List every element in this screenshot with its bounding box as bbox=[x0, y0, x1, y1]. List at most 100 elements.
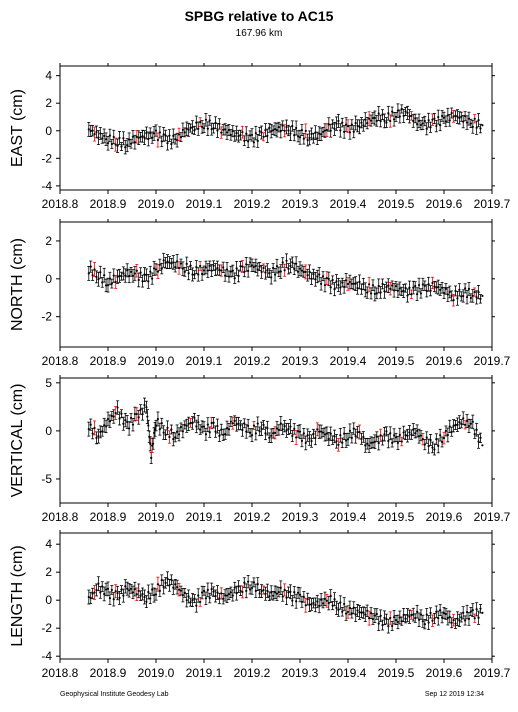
data-point bbox=[298, 267, 302, 270]
data-point bbox=[122, 137, 125, 140]
data-point bbox=[352, 130, 355, 133]
data-point bbox=[368, 117, 371, 120]
data-point bbox=[176, 585, 179, 589]
data-point bbox=[264, 271, 267, 274]
data-point bbox=[295, 600, 298, 603]
data-point bbox=[429, 438, 432, 442]
data-point bbox=[394, 436, 398, 439]
data-point bbox=[427, 119, 430, 122]
data-point bbox=[306, 274, 309, 277]
data-point bbox=[214, 268, 217, 271]
y-tick-label: 0 bbox=[45, 272, 52, 286]
data-point bbox=[475, 428, 478, 431]
data-point bbox=[416, 610, 419, 613]
data-point bbox=[473, 117, 476, 120]
data-point bbox=[421, 283, 424, 286]
x-tick-label: 2018.9 bbox=[90, 510, 127, 524]
data-point bbox=[442, 612, 446, 615]
x-tick-label: 2019.5 bbox=[378, 510, 415, 524]
data-point bbox=[408, 615, 411, 618]
data-point bbox=[298, 593, 302, 596]
data-point bbox=[481, 444, 484, 447]
data-point bbox=[220, 131, 223, 134]
data-point bbox=[89, 265, 92, 268]
x-tick-label: 2019.5 bbox=[378, 197, 415, 211]
data-point bbox=[425, 436, 428, 439]
data-point bbox=[442, 116, 446, 119]
data-point bbox=[152, 132, 156, 135]
data-point bbox=[362, 611, 365, 614]
data-point bbox=[199, 121, 202, 124]
data-point bbox=[208, 264, 211, 267]
data-point bbox=[239, 589, 242, 592]
data-point bbox=[273, 128, 277, 131]
x-tick-label: 2019.6 bbox=[426, 510, 463, 524]
data-point bbox=[189, 264, 192, 267]
data-point bbox=[120, 145, 123, 148]
data-point bbox=[179, 425, 183, 429]
data-point bbox=[348, 131, 352, 134]
data-point bbox=[331, 122, 334, 126]
data-point bbox=[133, 588, 136, 591]
data-point bbox=[385, 430, 388, 433]
data-point bbox=[160, 579, 163, 582]
data-point bbox=[477, 290, 480, 294]
data-point bbox=[149, 597, 152, 600]
data-point bbox=[392, 434, 396, 437]
data-point bbox=[412, 286, 415, 289]
data-point bbox=[118, 596, 121, 599]
data-point bbox=[106, 587, 110, 590]
x-tick-label: 2018.9 bbox=[90, 354, 127, 368]
data-point bbox=[225, 131, 229, 134]
data-point bbox=[460, 295, 463, 298]
data-point bbox=[129, 270, 133, 273]
data-point bbox=[358, 430, 361, 434]
data-point bbox=[222, 597, 225, 600]
data-point bbox=[120, 275, 123, 278]
data-point bbox=[348, 429, 352, 432]
data-point bbox=[346, 438, 350, 441]
data-point bbox=[479, 607, 482, 610]
data-point bbox=[446, 293, 449, 296]
data-point bbox=[131, 591, 135, 594]
data-point bbox=[174, 138, 177, 141]
data-point bbox=[366, 121, 369, 125]
data-point bbox=[275, 427, 279, 430]
data-point bbox=[110, 414, 113, 418]
x-tick-label: 2019.0 bbox=[138, 666, 175, 680]
data-point bbox=[222, 128, 225, 131]
data-point bbox=[346, 610, 350, 614]
data-point bbox=[369, 119, 373, 122]
data-point bbox=[162, 585, 165, 589]
data-point bbox=[197, 594, 200, 597]
data-point bbox=[316, 600, 319, 603]
data-point bbox=[460, 115, 463, 118]
data-point bbox=[471, 125, 474, 128]
data-point bbox=[149, 132, 152, 135]
data-point bbox=[243, 422, 246, 425]
data-point bbox=[406, 614, 409, 617]
data-point bbox=[289, 264, 292, 267]
data-point bbox=[448, 290, 451, 294]
data-point bbox=[333, 288, 336, 291]
data-point bbox=[262, 266, 265, 270]
data-point bbox=[293, 591, 296, 594]
data-point bbox=[99, 430, 102, 433]
data-point bbox=[212, 590, 215, 593]
data-point bbox=[170, 428, 173, 431]
chart-title: SPBG relative to AC15 bbox=[184, 8, 334, 24]
data-point bbox=[452, 115, 455, 118]
data-point bbox=[358, 611, 361, 614]
data-point bbox=[462, 417, 465, 420]
y-tick-label: -2 bbox=[41, 310, 52, 324]
data-point bbox=[410, 114, 413, 117]
data-point bbox=[189, 421, 192, 425]
x-tick-label: 2018.9 bbox=[90, 197, 127, 211]
data-point bbox=[272, 594, 275, 597]
data-point bbox=[391, 284, 394, 287]
data-point bbox=[444, 429, 448, 433]
data-point bbox=[116, 406, 119, 409]
data-point bbox=[260, 590, 263, 593]
data-point bbox=[371, 441, 375, 444]
data-point bbox=[252, 581, 256, 584]
